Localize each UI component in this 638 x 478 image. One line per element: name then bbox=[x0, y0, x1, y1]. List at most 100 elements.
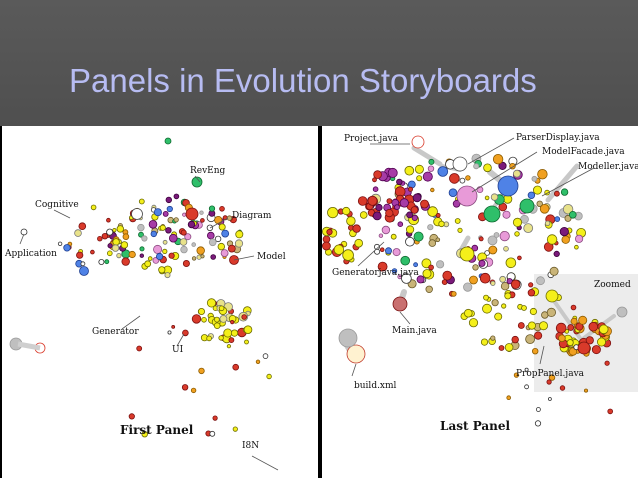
graph-node bbox=[513, 372, 519, 378]
graph-node bbox=[422, 171, 433, 182]
graph-node bbox=[214, 216, 223, 225]
graph-node bbox=[208, 205, 216, 212]
graph-node bbox=[159, 224, 166, 231]
graph-node bbox=[162, 211, 169, 217]
last-panel: Project.java ParserDisplay.java ModelFac… bbox=[322, 126, 638, 478]
graph-node bbox=[517, 255, 522, 261]
graph-node bbox=[218, 305, 225, 312]
graph-node bbox=[575, 234, 584, 243]
graph-node bbox=[212, 415, 218, 421]
graph-node bbox=[428, 158, 435, 165]
graph-node bbox=[454, 218, 461, 224]
label-main-java: Main.java bbox=[392, 326, 437, 336]
graph-node bbox=[490, 193, 499, 201]
main-java-node bbox=[392, 296, 408, 312]
graph-node bbox=[372, 186, 379, 192]
graph-node bbox=[90, 249, 95, 255]
graph-node bbox=[346, 216, 356, 226]
last-panel-leaders bbox=[351, 137, 595, 377]
graph-node bbox=[459, 177, 466, 184]
graph-node bbox=[107, 243, 113, 249]
graph-node bbox=[488, 245, 498, 255]
graph-node bbox=[503, 246, 509, 252]
graph-node bbox=[406, 225, 415, 234]
graph-node bbox=[372, 177, 377, 183]
graph-node bbox=[266, 373, 272, 380]
graph-node bbox=[112, 238, 120, 246]
graph-node bbox=[57, 241, 63, 246]
graph-node bbox=[357, 196, 368, 206]
graph-node bbox=[468, 318, 479, 328]
graph-node bbox=[531, 347, 539, 355]
graph-node bbox=[244, 339, 249, 345]
graph-node bbox=[413, 262, 418, 268]
graph-node bbox=[517, 322, 525, 329]
graph-node bbox=[394, 204, 400, 211]
graph-node bbox=[182, 259, 190, 267]
graph-node bbox=[529, 307, 537, 316]
graph-node bbox=[574, 244, 579, 250]
graph-node bbox=[372, 211, 382, 221]
graph-node bbox=[381, 225, 391, 235]
graph-node bbox=[607, 408, 614, 415]
graph-node bbox=[465, 175, 471, 181]
graph-node bbox=[352, 224, 361, 233]
label-generatorjava-java: Generatorjava.java bbox=[332, 268, 419, 278]
graph-node bbox=[536, 276, 545, 286]
graph-node bbox=[596, 337, 606, 347]
label-zoomed: Zoomed bbox=[594, 280, 631, 290]
label-cognitive: Cognitive bbox=[35, 200, 79, 210]
graph-node bbox=[187, 220, 196, 229]
graph-node bbox=[173, 193, 180, 200]
label-diagram: Diagram bbox=[232, 211, 272, 221]
graph-node bbox=[199, 210, 204, 215]
label-model-facade-java: ModelFacade.java bbox=[542, 147, 625, 157]
graph-node bbox=[532, 185, 542, 195]
graph-node bbox=[544, 220, 551, 226]
graph-node bbox=[106, 228, 114, 236]
graph-node bbox=[583, 388, 588, 393]
graph-node bbox=[190, 387, 197, 394]
graph-node bbox=[221, 229, 230, 238]
graph-node bbox=[499, 275, 507, 283]
graph-node bbox=[164, 137, 172, 145]
graph-node bbox=[414, 164, 424, 174]
graph-node bbox=[585, 336, 594, 345]
graph-node bbox=[457, 227, 463, 233]
graph-node bbox=[79, 266, 89, 276]
label-generator: Generator bbox=[92, 327, 139, 337]
graph-node bbox=[401, 273, 412, 284]
graph-node bbox=[498, 161, 507, 171]
graph-node bbox=[385, 209, 394, 218]
graph-node bbox=[410, 206, 419, 214]
label-parser-display-java: ParserDisplay.java bbox=[516, 133, 600, 143]
graph-node bbox=[479, 272, 491, 284]
graph-node bbox=[80, 261, 86, 267]
label-model: Model bbox=[257, 252, 286, 262]
graph-node bbox=[437, 166, 449, 177]
modeller-node bbox=[519, 198, 535, 214]
graph-node bbox=[213, 322, 221, 330]
graph-node bbox=[430, 187, 435, 193]
graph-node bbox=[327, 207, 339, 219]
graph-node bbox=[116, 225, 124, 233]
graph-node bbox=[375, 203, 383, 212]
graph-node bbox=[167, 330, 172, 335]
graph-node bbox=[578, 315, 588, 325]
graph-node bbox=[527, 191, 536, 199]
graph-node bbox=[220, 249, 229, 257]
graph-node bbox=[421, 258, 432, 269]
graph-node bbox=[217, 242, 225, 251]
graph-node bbox=[559, 227, 569, 237]
graph-node bbox=[230, 320, 235, 325]
graph-node bbox=[560, 188, 569, 196]
last-panel-nodes bbox=[322, 135, 628, 427]
graph-node bbox=[442, 270, 453, 281]
graph-node bbox=[564, 214, 572, 222]
graph-node bbox=[191, 314, 202, 324]
label-ui: UI bbox=[172, 345, 184, 355]
graph-node bbox=[63, 244, 71, 252]
graph-node bbox=[182, 212, 187, 217]
graph-node bbox=[428, 239, 437, 247]
